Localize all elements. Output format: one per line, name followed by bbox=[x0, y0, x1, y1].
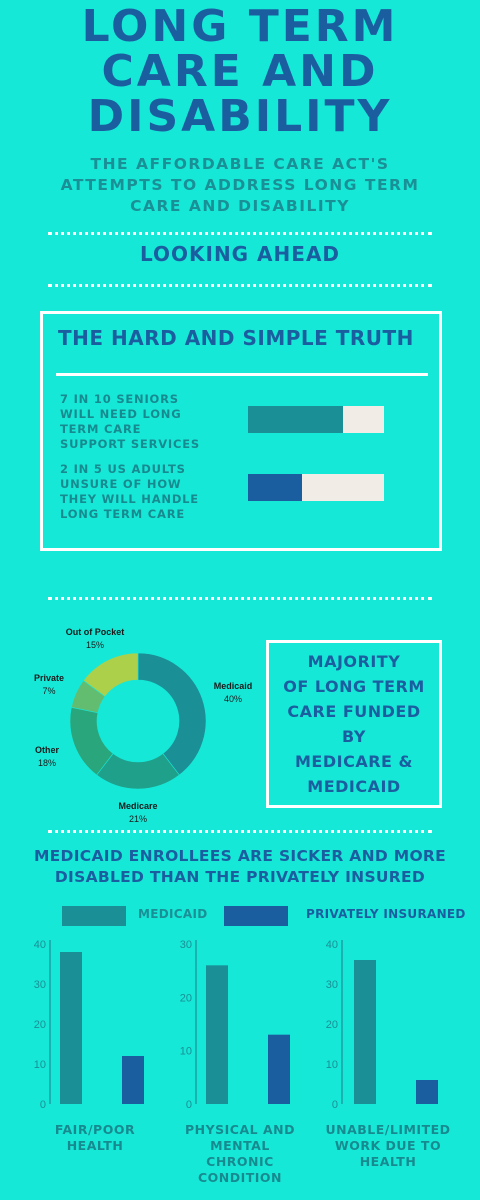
dotted-divider bbox=[48, 284, 432, 287]
dotted-divider bbox=[48, 597, 432, 600]
y-tick-label: 20 bbox=[180, 992, 192, 1004]
bar-private bbox=[268, 1034, 290, 1104]
y-tick-label: 10 bbox=[180, 1046, 192, 1058]
category-label-fair-poor: FAIR/POOR HEALTH bbox=[30, 1122, 160, 1154]
bar-medicaid bbox=[60, 952, 82, 1104]
category-line: WORK DUE TO bbox=[334, 1138, 442, 1153]
pie-label-medicaid: Medicaid 40% bbox=[210, 680, 256, 706]
stat-line: SUPPORT SERVICES bbox=[60, 437, 200, 451]
pie-label-medicare: Medicare 21% bbox=[114, 800, 162, 826]
pie-label-name: Other bbox=[34, 745, 59, 755]
stat-bar-filled bbox=[248, 474, 303, 501]
stat-line: LONG TERM CARE bbox=[60, 507, 186, 521]
truth-rule bbox=[56, 373, 428, 376]
category-label-chronic: PHYSICAL AND MENTAL CHRONIC CONDITION bbox=[172, 1122, 308, 1186]
pie-label-value: 18% bbox=[37, 758, 56, 768]
y-tick-label: 0 bbox=[186, 1099, 192, 1111]
funding-line: OF LONG TERM bbox=[283, 677, 425, 696]
category-line: CHRONIC bbox=[206, 1154, 274, 1169]
y-tick-label: 0 bbox=[332, 1099, 338, 1111]
funding-line: CARE FUNDED BY bbox=[287, 702, 421, 746]
subtitle-line: CARE AND DISABILITY bbox=[130, 197, 350, 215]
legend-label-private: PRIVATELY INSURANED bbox=[306, 907, 466, 921]
stat-adults-bar bbox=[248, 474, 384, 501]
pie-label-value: 15% bbox=[85, 640, 104, 650]
stat-bar-filled bbox=[248, 406, 344, 433]
stat-line: WILL NEED LONG bbox=[60, 407, 182, 421]
stat-line: THEY WILL HANDLE bbox=[60, 492, 199, 506]
legend-swatch-medicaid bbox=[62, 906, 126, 926]
category-line: CONDITION bbox=[197, 1170, 283, 1185]
bar-medicaid bbox=[354, 960, 376, 1104]
funding-donut-chart bbox=[69, 652, 207, 790]
truth-box bbox=[40, 311, 442, 551]
category-line: MENTAL bbox=[210, 1138, 270, 1153]
y-tick-label: 10 bbox=[34, 1059, 46, 1071]
y-tick-label: 30 bbox=[326, 979, 338, 991]
category-line: HEALTH bbox=[359, 1154, 417, 1169]
stat-line: 2 IN 5 US ADULTS bbox=[60, 462, 186, 476]
funding-line: MEDICARE & bbox=[295, 752, 413, 771]
pie-label-out-of-pocket: Out of Pocket 15% bbox=[64, 626, 126, 652]
truth-title: THE HARD AND SIMPLE TRUTH bbox=[58, 326, 414, 350]
stat-bar-empty bbox=[302, 474, 384, 501]
y-tick-label: 40 bbox=[34, 939, 46, 951]
enrollees-bar-chart: 0 10 20 30 40 0 10 20 30 0 10 20 30 40 bbox=[34, 939, 438, 1111]
funding-summary-box: MAJORITY OF LONG TERM CARE FUNDED BY MED… bbox=[266, 640, 442, 808]
stat-bar-empty bbox=[343, 406, 384, 433]
pie-label-other: Other 18% bbox=[34, 744, 60, 770]
subtitle-line: THE AFFORDABLE CARE ACT'S bbox=[90, 155, 390, 173]
pie-label-name: Private bbox=[33, 673, 65, 683]
stat-line: 7 IN 10 SENIORS bbox=[60, 392, 179, 406]
pie-label-name: Out of Pocket bbox=[65, 627, 125, 637]
enrollees-heading-line: MEDICAID ENROLLEES ARE SICKER AND MORE bbox=[33, 847, 447, 865]
title-line: LONG TERM bbox=[81, 1, 399, 52]
subtitle-line: ATTEMPTS TO ADDRESS LONG TERM bbox=[60, 176, 420, 194]
y-tick-label: 40 bbox=[326, 939, 338, 951]
title-line: CARE AND bbox=[101, 46, 379, 97]
legend-swatch-private bbox=[224, 906, 288, 926]
page-subtitle: THE AFFORDABLE CARE ACT'S ATTEMPTS TO AD… bbox=[40, 154, 440, 217]
dotted-divider bbox=[48, 830, 432, 833]
funding-line: MAJORITY bbox=[307, 652, 401, 671]
pie-label-name: Medicare bbox=[118, 801, 158, 811]
pie-label-value: 21% bbox=[128, 814, 147, 824]
stat-adults-text: 2 IN 5 US ADULTS UNSURE OF HOW THEY WILL… bbox=[60, 462, 235, 522]
category-label-unable-work: UNABLE/LIMITED WORK DUE TO HEALTH bbox=[318, 1122, 458, 1170]
page-title: LONG TERM CARE AND DISABILITY bbox=[0, 4, 480, 139]
pie-label-name: Medicaid bbox=[213, 681, 253, 691]
stat-line: TERM CARE bbox=[60, 422, 142, 436]
y-tick-label: 10 bbox=[326, 1059, 338, 1071]
y-tick-label: 0 bbox=[40, 1099, 46, 1111]
y-tick-label: 20 bbox=[34, 1019, 46, 1031]
pie-label-value: 7% bbox=[42, 686, 56, 696]
pie-label-value: 40% bbox=[223, 694, 242, 704]
y-tick-label: 30 bbox=[34, 979, 46, 991]
stat-line: UNSURE OF HOW bbox=[60, 477, 182, 491]
category-line: PHYSICAL AND bbox=[184, 1122, 295, 1137]
category-line: FAIR/POOR bbox=[54, 1122, 136, 1137]
enrollees-heading-line: DISABLED THAN THE PRIVATELY INSURED bbox=[54, 868, 426, 886]
donut-slice-medicaid bbox=[137, 652, 207, 776]
title-line: DISABILITY bbox=[87, 91, 393, 142]
dotted-divider bbox=[48, 232, 432, 235]
bar-medicaid bbox=[206, 965, 228, 1104]
category-line: HEALTH bbox=[66, 1138, 124, 1153]
bar-private bbox=[416, 1080, 438, 1104]
y-tick-label: 20 bbox=[326, 1019, 338, 1031]
looking-ahead-heading: LOOKING AHEAD bbox=[139, 242, 341, 266]
donut-slice-out-of-pocket bbox=[82, 652, 139, 698]
funding-line: MEDICAID bbox=[307, 777, 401, 796]
enrollees-heading: MEDICAID ENROLLEES ARE SICKER AND MORE D… bbox=[20, 846, 460, 888]
stat-seniors-bar bbox=[248, 406, 384, 433]
category-line: UNABLE/LIMITED bbox=[325, 1122, 451, 1137]
legend-label-medicaid: MEDICAID bbox=[138, 907, 208, 921]
y-tick-label: 30 bbox=[180, 939, 192, 951]
bar-private bbox=[122, 1056, 144, 1104]
pie-label-private: Private 7% bbox=[32, 672, 66, 698]
stat-seniors-text: 7 IN 10 SENIORS WILL NEED LONG TERM CARE… bbox=[60, 392, 235, 452]
